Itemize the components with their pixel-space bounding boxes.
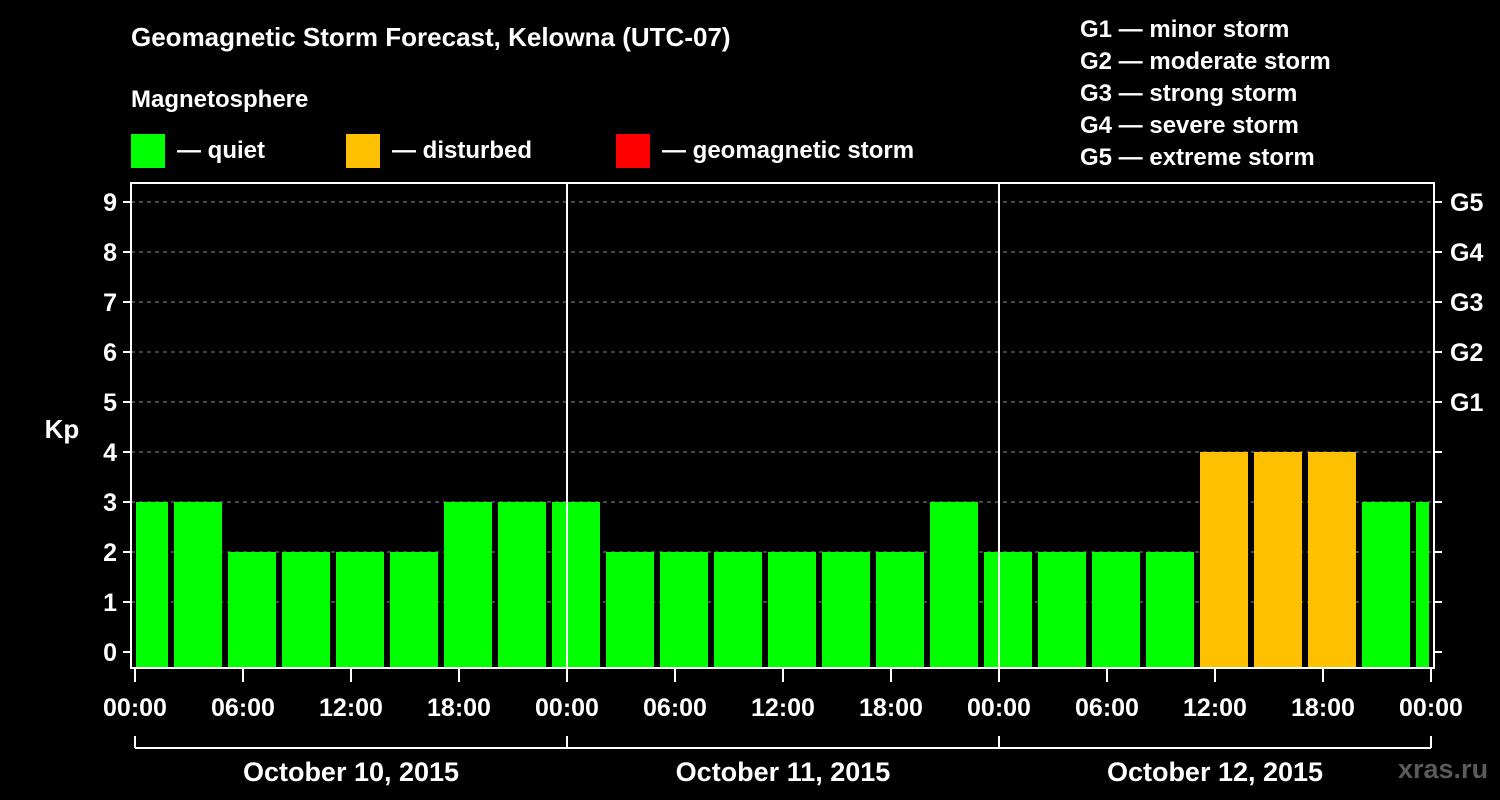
legend-label-disturbed: — disturbed	[392, 137, 533, 164]
x-tick-label: 00:00	[967, 694, 1031, 722]
g-scale-label: G2	[1450, 339, 1483, 367]
legend-swatch-storm	[616, 134, 650, 168]
y-tick-label: 8	[103, 239, 117, 267]
x-tick-label: 06:00	[1075, 694, 1139, 722]
storm-scale-g5: G5 — extreme storm	[1080, 144, 1315, 171]
kp-bar	[174, 502, 222, 668]
kp-bar	[390, 552, 438, 668]
kp-bar	[1092, 552, 1140, 668]
x-tick-label: 12:00	[319, 694, 383, 722]
g-scale-label: G3	[1450, 289, 1483, 317]
storm-scale-g1: G1 — minor storm	[1080, 16, 1290, 43]
legend-heading: Magnetosphere	[131, 86, 309, 113]
legend-label-quiet: — quiet	[177, 137, 265, 164]
y-tick-label: 1	[103, 589, 117, 617]
g-scale-label: G1	[1450, 389, 1483, 417]
kp-bar	[1254, 452, 1302, 668]
watermark: xras.ru	[1398, 754, 1489, 784]
y-tick-label: 6	[103, 339, 117, 367]
kp-bar	[1038, 552, 1086, 668]
y-tick-label: 4	[103, 439, 117, 467]
kp-bar	[930, 502, 978, 668]
legend-item-quiet: — quiet	[131, 134, 265, 168]
storm-scale-g3: G3 — strong storm	[1080, 80, 1298, 107]
legend-item-disturbed: — disturbed	[346, 134, 532, 168]
y-axis-label: Kp	[45, 414, 80, 444]
kp-bar	[1308, 452, 1356, 668]
chart-title: Geomagnetic Storm Forecast, Kelowna (UTC…	[131, 22, 731, 52]
kp-bar	[714, 552, 762, 668]
x-tick-label: 12:00	[751, 694, 815, 722]
kp-bar	[336, 552, 384, 668]
kp-bar	[1416, 502, 1429, 668]
kp-bar	[606, 552, 654, 668]
kp-bar	[660, 552, 708, 668]
kp-bar	[444, 502, 492, 668]
y-tick-label: 0	[103, 639, 117, 667]
y-tick-label: 2	[103, 539, 117, 567]
legend-swatch-disturbed	[346, 134, 380, 168]
storm-scale-g2: G2 — moderate storm	[1080, 48, 1331, 75]
kp-bar	[552, 502, 600, 668]
legend-swatch-quiet	[131, 134, 165, 168]
kp-bar	[282, 552, 330, 668]
x-tick-label: 06:00	[643, 694, 707, 722]
y-tick-label: 9	[103, 189, 117, 217]
x-tick-label: 18:00	[427, 694, 491, 722]
y-tick-label: 7	[103, 289, 117, 317]
kp-bar	[228, 552, 276, 668]
day-label: October 12, 2015	[1107, 757, 1323, 787]
kp-bar	[876, 552, 924, 668]
legend-item-storm: — geomagnetic storm	[616, 134, 914, 168]
x-tick-label: 00:00	[103, 694, 167, 722]
x-tick-label: 00:00	[535, 694, 599, 722]
y-tick-label: 5	[103, 389, 117, 417]
kp-bar	[136, 502, 168, 668]
x-tick-label: 06:00	[211, 694, 275, 722]
kp-bar	[768, 552, 816, 668]
kp-bar	[1146, 552, 1194, 668]
kp-bar	[498, 502, 546, 668]
x-tick-label: 18:00	[1291, 694, 1355, 722]
storm-scale-g4: G4 — severe storm	[1080, 112, 1299, 139]
g-scale-label: G5	[1450, 189, 1483, 217]
storm-scale-legend: G1 — minor storm G2 — moderate storm G3 …	[1080, 14, 1331, 174]
x-tick-label: 18:00	[859, 694, 923, 722]
g-scale-label: G4	[1450, 239, 1483, 267]
day-label: October 11, 2015	[676, 757, 891, 787]
legend-label-storm: — geomagnetic storm	[662, 137, 915, 164]
kp-bar	[984, 552, 1032, 668]
kp-bar	[822, 552, 870, 668]
kp-bar	[1362, 502, 1410, 668]
x-tick-label: 12:00	[1183, 694, 1247, 722]
y-tick-label: 3	[103, 489, 117, 517]
day-label: October 10, 2015	[243, 757, 459, 787]
kp-bar	[1200, 452, 1248, 668]
x-tick-label: 00:00	[1399, 694, 1463, 722]
